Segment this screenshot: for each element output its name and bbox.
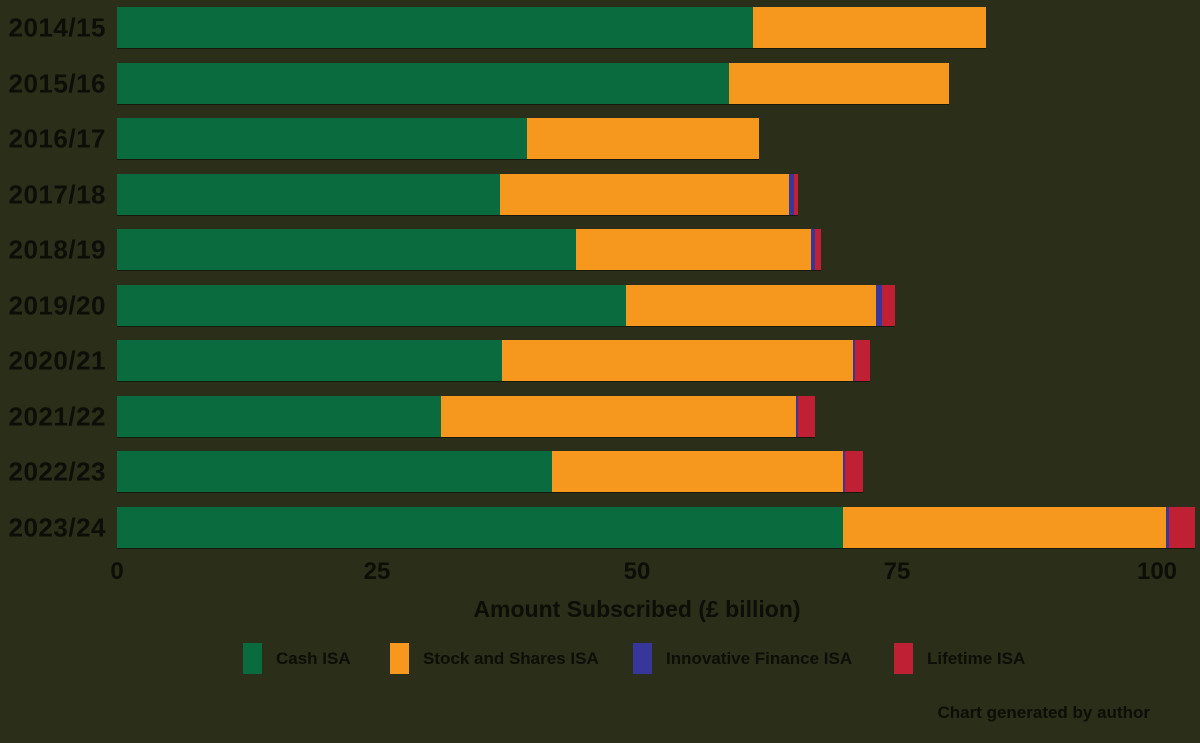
bar-segment <box>117 118 527 159</box>
category-label: 2017/18 <box>8 179 106 209</box>
legend-item: Lifetime ISA <box>894 643 1025 674</box>
bar-segment <box>117 451 552 492</box>
category-label: 2018/19 <box>8 234 106 265</box>
category-label: 2019/20 <box>8 290 106 320</box>
bar-segment <box>117 395 442 437</box>
bar-row: 2021/22 <box>0 395 1200 438</box>
bar-segment <box>728 62 949 104</box>
bar-segment <box>501 340 854 381</box>
bar-track <box>117 284 895 326</box>
bar-row: 2015/16 <box>0 62 1200 105</box>
bar-track <box>117 7 987 48</box>
bar-segment <box>117 62 729 104</box>
bar-segment <box>753 7 987 48</box>
bar-segment <box>796 395 799 437</box>
category-label: 2016/17 <box>8 123 106 154</box>
x-tick-label: 50 <box>623 558 651 585</box>
bar-segment <box>844 451 863 492</box>
x-tick-label: 0 <box>110 558 124 585</box>
legend-item: Cash ISA <box>243 643 351 674</box>
bar-segment <box>853 340 856 381</box>
category-label: 2020/21 <box>8 345 106 376</box>
legend-swatch <box>633 643 652 674</box>
bar-track <box>117 229 822 270</box>
bar-segment <box>441 395 797 437</box>
bar-segment <box>876 284 883 326</box>
legend-label: Cash ISA <box>276 648 351 668</box>
bar-row: 2023/24 <box>0 506 1200 549</box>
bar-segment <box>117 229 576 270</box>
bar-segment <box>882 284 895 326</box>
bar-row: 2017/18 <box>0 173 1200 216</box>
bar-segment <box>575 229 811 270</box>
bar-segment <box>1169 506 1196 548</box>
category-label: 2022/23 <box>8 456 106 487</box>
bar-track <box>117 395 815 437</box>
bar-segment <box>814 229 822 270</box>
bar-track <box>117 118 759 159</box>
x-tick-label: 75 <box>883 558 911 585</box>
bar-track <box>117 62 949 104</box>
bar-track <box>117 173 799 215</box>
bar-row: 2018/19 <box>0 229 1200 271</box>
bar-segment <box>798 395 815 437</box>
bar-row: 2020/21 <box>0 340 1200 382</box>
x-axis-title: Amount Subscribed (£ billion) <box>473 596 801 622</box>
bar-row: 2016/17 <box>0 118 1200 160</box>
bar-segment <box>855 340 870 381</box>
legend-item: Innovative Finance ISA <box>633 643 852 674</box>
category-label: 2015/16 <box>8 68 106 98</box>
bar-segment <box>810 229 815 270</box>
bar-segment <box>794 173 799 215</box>
bar-segment <box>551 451 843 492</box>
bar-segment <box>842 506 1167 548</box>
bar-track <box>117 451 863 492</box>
legend-label: Lifetime ISA <box>927 648 1026 668</box>
category-label: 2014/15 <box>8 12 106 43</box>
legend-swatch <box>894 643 913 674</box>
bar-segment <box>842 451 845 492</box>
x-tick-label: 25 <box>363 558 391 585</box>
bar-track <box>117 506 1196 548</box>
legend-swatch <box>390 643 409 674</box>
legend-label: Stock and Shares ISA <box>423 648 599 668</box>
bar-segment <box>117 506 843 548</box>
legend-label: Innovative Finance ISA <box>666 648 853 668</box>
bar-segment <box>526 118 759 159</box>
legend-item: Stock and Shares ISA <box>390 643 599 674</box>
bar-segment <box>117 284 626 326</box>
bar-segment <box>117 7 754 48</box>
bar-segment <box>117 173 500 215</box>
bar-track <box>117 340 870 381</box>
bar-row: 2014/15 <box>0 7 1200 49</box>
bar-segment <box>788 173 795 215</box>
bar-segment <box>499 173 789 215</box>
bar-row: 2022/23 <box>0 451 1200 493</box>
x-tick-label: 100 <box>1136 558 1178 585</box>
category-label: 2021/22 <box>8 401 106 431</box>
category-label: 2023/24 <box>8 512 106 542</box>
footer-note: Chart generated by author <box>937 703 1150 722</box>
bar-segment <box>1166 506 1170 548</box>
bar-segment <box>625 284 877 326</box>
bar-row: 2019/20 <box>0 284 1200 327</box>
chart-legend: Cash ISA Stock and Shares ISA Innovative F… <box>0 643 1200 679</box>
legend-swatch <box>243 643 262 674</box>
bar-segment <box>117 340 502 381</box>
